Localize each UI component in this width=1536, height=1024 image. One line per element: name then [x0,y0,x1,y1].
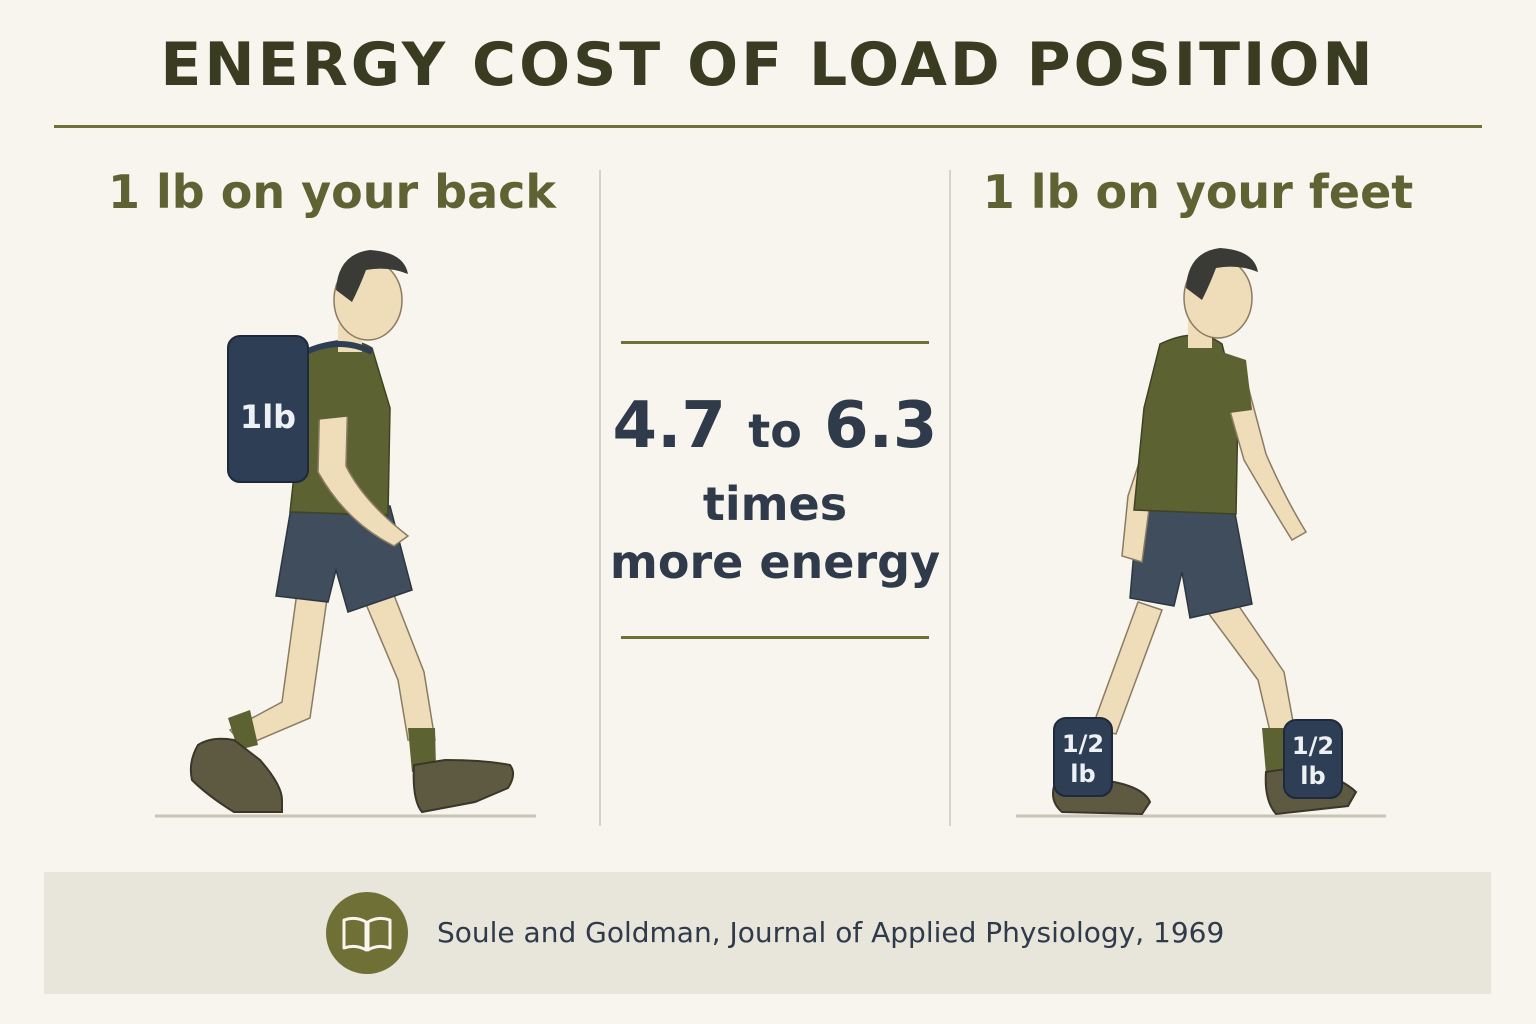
stat-top-rule [621,341,929,344]
left-weight-unit: lb [1070,760,1095,788]
ratio-high: 6.3 [824,389,938,463]
ratio-low: 4.7 [612,389,726,463]
energy-ratio-caption: times more energy [600,475,950,591]
left-column-divider [599,170,601,826]
right-ankle-weight [1283,719,1343,799]
right-weight-fraction: 1/2 [1292,732,1334,760]
stat-bottom-rule [621,636,929,639]
citation-text: Soule and Goldman, Journal of Applied Ph… [437,916,1225,949]
left-weight-fraction: 1/2 [1062,730,1104,758]
right-column-divider [949,170,951,826]
caption-times: times [702,477,848,531]
title-divider [54,125,1482,128]
backpack-weight-label: 1lb [240,398,296,436]
man-with-backpack-icon: 1lb [155,250,536,818]
feet-load-heading: 1 lb on your feet [982,165,1414,219]
right-weight-unit: lb [1300,762,1325,790]
backpack [227,335,309,483]
caption-more-energy: more energy [609,535,941,589]
energy-ratio: 4.7 to 6.3 [600,390,950,467]
ratio-to: to [748,404,802,458]
citation-bar: Soule and Goldman, Journal of Applied Ph… [44,872,1491,994]
left-ankle-weight [1053,717,1113,797]
page-title: ENERGY COST OF LOAD POSITION [160,30,1376,100]
back-load-heading: 1 lb on your back [108,165,556,219]
man-with-ankle-weights-icon: 1/2 lb 1/2 lb [1016,248,1386,818]
open-book-icon [326,892,408,974]
